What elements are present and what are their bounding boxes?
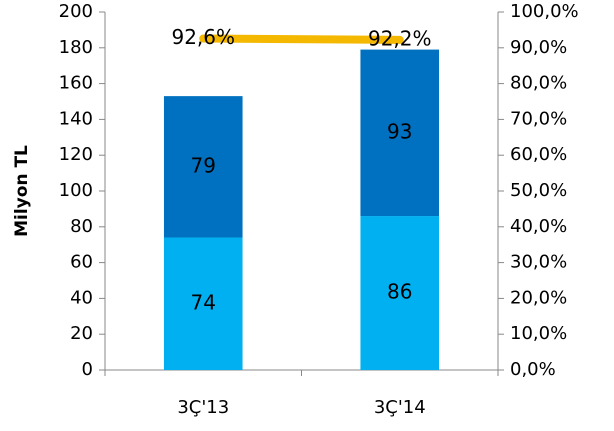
y2-tick-label: 90,0% [510, 37, 567, 58]
y2-tick-label: 30,0% [510, 252, 567, 273]
data-label: 86 [387, 280, 412, 304]
bar-segment [360, 216, 440, 370]
data-label: 93 [387, 119, 412, 143]
y2-tick-label: 80,0% [510, 73, 567, 94]
line-label: 92,6% [171, 25, 235, 49]
line-label: 92,2% [368, 26, 432, 50]
y-tick-label: 0 [82, 359, 93, 380]
y2-tick-label: 10,0% [510, 323, 567, 344]
y-tick-label: 120 [59, 144, 93, 165]
y-tick-label: 140 [59, 108, 93, 129]
y2-tick-label: 70,0% [510, 108, 567, 129]
x-tick-label: 3Ç'13 [177, 397, 229, 418]
y-tick-label: 80 [70, 216, 93, 237]
y2-tick-label: 100,0% [510, 1, 579, 22]
y2-tick-label: 0,0% [510, 359, 556, 380]
y2-tick-label: 20,0% [510, 287, 567, 308]
bar-segment [163, 237, 243, 370]
y-tick-label: 20 [70, 323, 93, 344]
y-tick-label: 40 [70, 287, 93, 308]
y2-tick-label: 40,0% [510, 216, 567, 237]
y-tick-label: 200 [59, 1, 93, 22]
y2-tick-label: 50,0% [510, 180, 567, 201]
y-tick-label: 160 [59, 73, 93, 94]
y-tick-label: 180 [59, 37, 93, 58]
line [199, 34, 404, 44]
bar-segment [163, 96, 243, 238]
data-label: 79 [191, 153, 216, 177]
data-label: 74 [191, 290, 216, 314]
y-tick-label: 60 [70, 252, 93, 273]
bar-segment [360, 49, 440, 217]
y2-tick-label: 60,0% [510, 144, 567, 165]
y-axis-label: Milyon TL [12, 145, 32, 237]
y-tick-label: 100 [59, 180, 93, 201]
x-tick-label: 3Ç'14 [374, 397, 426, 418]
